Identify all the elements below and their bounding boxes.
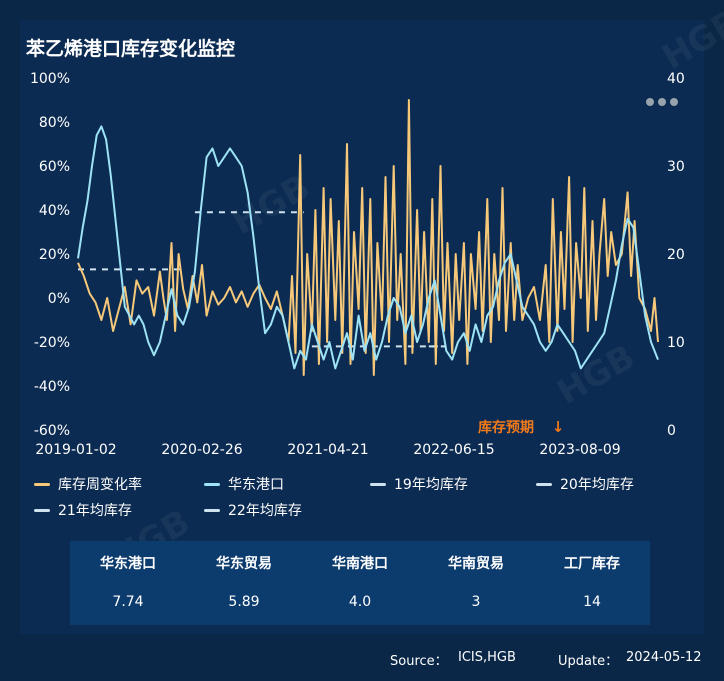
legend-swatch-icon: [204, 482, 220, 486]
legend-swatch-icon: [34, 508, 50, 512]
legend-item[interactable]: 库存周变化率: [34, 474, 142, 494]
legend-item[interactable]: 21年均库存: [34, 500, 132, 520]
table-cell: 3: [471, 594, 481, 610]
y-left-tick-label: 100%: [30, 71, 70, 87]
legend-item[interactable]: 华东港口: [204, 474, 284, 494]
legend-label: 22年均库存: [228, 503, 302, 519]
legend-item[interactable]: 22年均库存: [204, 500, 302, 520]
x-tick-label: 2021-04-21: [287, 442, 368, 458]
series-line-库存周变化率: [77, 99, 659, 376]
y-left-tick-label: -60%: [34, 423, 70, 439]
legend-label: 库存周变化率: [58, 477, 142, 493]
chart-card: [20, 20, 704, 634]
table-cell: 7.74: [112, 594, 144, 610]
legend-label: 21年均库存: [58, 503, 132, 519]
x-tick-label: 2023-08-09: [539, 442, 620, 458]
more-dots-icon[interactable]: [646, 98, 680, 110]
legend-swatch-icon: [204, 508, 220, 512]
y-right-tick-label: 20: [667, 247, 685, 263]
x-tick-label: 2022-06-15: [413, 442, 494, 458]
y-left-tick-label: 0%: [48, 291, 70, 307]
legend-swatch-icon: [536, 482, 552, 486]
y-left-tick-label: -40%: [34, 379, 70, 395]
y-left-tick-label: 20%: [39, 247, 70, 263]
annotation-text: 库存预期: [478, 419, 534, 436]
table-header: 工厂库存: [564, 556, 620, 572]
legend-label: 华东港口: [228, 477, 284, 493]
legend-item[interactable]: 19年均库存: [370, 474, 468, 494]
table-header: 华南贸易: [448, 556, 504, 572]
chart-title: 苯乙烯港口库存变化监控: [26, 38, 236, 60]
legend-swatch-icon: [370, 482, 386, 486]
table-cell: 5.89: [228, 594, 260, 610]
y-right-tick-label: 0: [667, 423, 676, 439]
table-header: 华东港口: [100, 556, 156, 572]
table-header: 华东贸易: [216, 556, 272, 572]
y-left-tick-label: 40%: [39, 203, 70, 219]
annotation-arrow: ↓: [552, 418, 565, 436]
y-right-tick-label: 30: [667, 159, 685, 175]
inventory-table: 华东港口 华东贸易 华南港口 华南贸易 工厂库存 7.74 5.89 4.0 3…: [70, 541, 650, 625]
legend-swatch-icon: [34, 482, 50, 486]
update-label: Update：: [558, 654, 619, 669]
x-tick-label: 2020-02-26: [161, 442, 242, 458]
series-line-华东港口: [77, 125, 659, 370]
table-cell: 4.0: [348, 594, 372, 610]
y-left-tick-label: 60%: [39, 159, 70, 175]
legend-item[interactable]: 20年均库存: [536, 474, 634, 494]
update-value: 2024-05-12: [626, 650, 702, 665]
y-right-tick-label: 10: [667, 335, 685, 351]
x-tick-label: 2019-01-02: [35, 442, 116, 458]
table-header: 华南港口: [332, 556, 388, 572]
source-label: Source：: [390, 654, 448, 669]
table-cell: 14: [583, 594, 601, 610]
legend-label: 20年均库存: [560, 477, 634, 493]
y-left-tick-label: 80%: [39, 115, 70, 131]
y-left-tick-label: -20%: [34, 335, 70, 351]
y-right-tick-label: 40: [667, 71, 685, 87]
legend-label: 19年均库存: [394, 477, 468, 493]
source-value: ICIS,HGB: [458, 650, 516, 665]
